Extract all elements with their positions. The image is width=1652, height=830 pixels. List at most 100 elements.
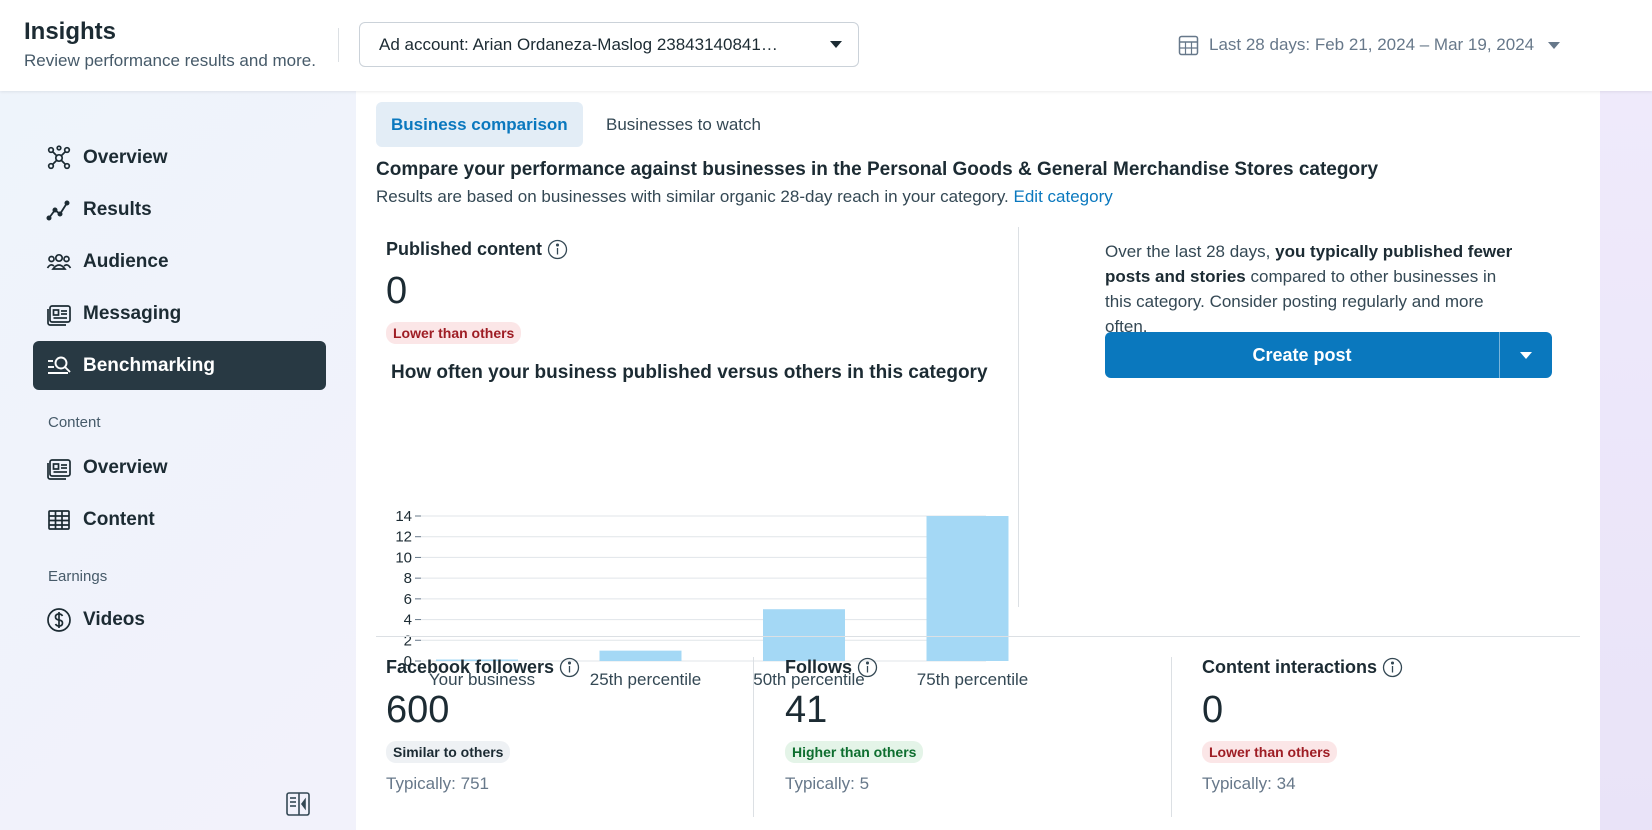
info-icon[interactable] bbox=[857, 657, 878, 678]
sidebar-item-label: Overview bbox=[83, 146, 168, 168]
tab-businesses-to-watch[interactable]: Businesses to watch bbox=[606, 114, 761, 134]
page-subtitle: Review performance results and more. bbox=[24, 51, 316, 70]
follows-value: 41 bbox=[785, 689, 828, 731]
publishing-bar-chart: 0 2 4 6 8 10 12 14 Your business 25th percentile 5… bbox=[395, 508, 1029, 689]
messaging-card-icon bbox=[45, 300, 72, 327]
section-label-content: Content bbox=[48, 414, 101, 431]
y-tick-label: 14 bbox=[395, 508, 412, 525]
sidebar-item-overview[interactable]: Overview bbox=[33, 133, 326, 182]
sidebar-item-label: Videos bbox=[83, 608, 145, 630]
section-label-earnings: Earnings bbox=[48, 568, 108, 585]
page-title: Insights bbox=[24, 18, 117, 45]
follows-label: Follows bbox=[785, 657, 878, 678]
metric-label-text: Facebook followers bbox=[386, 657, 555, 677]
x-tick-label: 75th percentile bbox=[917, 670, 1029, 689]
chart-title: How often your business published versus… bbox=[391, 362, 988, 383]
ad-account-selector[interactable]: Ad account: Arian Ordaneza-Maslog 238431… bbox=[359, 22, 859, 67]
date-range-label: Last 28 days: Feb 21, 2024 – Mar 19, 202… bbox=[1209, 35, 1535, 54]
overview-network-icon bbox=[45, 144, 72, 171]
sidebar-item-content-overview[interactable]: Overview bbox=[33, 443, 326, 492]
create-post-label: Create post bbox=[1252, 344, 1352, 365]
page-background-edge bbox=[1600, 91, 1652, 830]
dollar-icon bbox=[45, 606, 72, 633]
facebook-followers-value: 600 bbox=[386, 689, 450, 731]
metric-label-text: Follows bbox=[785, 657, 852, 677]
chart-bar bbox=[436, 659, 518, 661]
sidebar-item-label: Messaging bbox=[83, 302, 182, 324]
sidebar-item-label: Overview bbox=[83, 456, 168, 478]
create-post-button[interactable]: Create post bbox=[1105, 332, 1552, 378]
edit-category-link[interactable]: Edit category bbox=[1013, 187, 1113, 206]
horizontal-divider bbox=[376, 636, 1580, 637]
published-content-value: 0 bbox=[386, 270, 408, 312]
info-icon[interactable] bbox=[559, 657, 580, 678]
sidebar-item-label: Content bbox=[83, 508, 155, 530]
section-divider bbox=[1018, 227, 1019, 607]
x-tick-label: 50th percentile bbox=[753, 670, 865, 689]
sidebar-item-content[interactable]: Content bbox=[33, 495, 326, 544]
y-tick-label: 10 bbox=[395, 549, 412, 566]
sidebar: Overview Results Audience Messaging bbox=[0, 91, 355, 830]
advice-pre: Over the last 28 days, bbox=[1105, 242, 1271, 261]
sidebar-item-messaging[interactable]: Messaging bbox=[33, 289, 326, 338]
sidebar-item-label: Audience bbox=[83, 250, 169, 272]
ad-account-label: Ad account: Arian Ordaneza-Maslog 238431… bbox=[379, 34, 778, 54]
header-divider bbox=[338, 28, 339, 62]
info-icon[interactable] bbox=[547, 239, 568, 260]
typically-value: Typically: 5 bbox=[785, 774, 870, 793]
chevron-down-icon bbox=[1548, 41, 1561, 49]
top-header: Insights Review performance results and … bbox=[0, 0, 1652, 91]
table-icon bbox=[45, 506, 72, 533]
benchmarking-search-icon bbox=[45, 352, 72, 379]
comparison-subtitle-text: Results are based on businesses with sim… bbox=[376, 187, 1009, 206]
metric-divider bbox=[753, 657, 754, 817]
tab-business-comparison[interactable]: Business comparison bbox=[376, 102, 583, 147]
chart-bar bbox=[599, 650, 682, 661]
info-icon[interactable] bbox=[1382, 657, 1403, 678]
sidebar-item-label: Benchmarking bbox=[83, 354, 215, 376]
status-badge: Lower than others bbox=[386, 322, 522, 344]
y-tick-label: 8 bbox=[404, 570, 412, 587]
advice-post: compared to other businesses in this cat… bbox=[1105, 267, 1497, 336]
audience-people-icon bbox=[45, 248, 72, 275]
comparison-subtitle: Results are based on businesses with sim… bbox=[376, 187, 1113, 207]
sidebar-item-videos[interactable]: Videos bbox=[33, 595, 326, 644]
metric-divider bbox=[1171, 657, 1172, 817]
y-tick-label: 0 bbox=[404, 653, 412, 670]
sidebar-item-label: Results bbox=[83, 198, 152, 220]
date-range-selector[interactable]: Last 28 days: Feb 21, 2024 – Mar 19, 202… bbox=[1178, 30, 1561, 60]
comparison-title: Compare your performance against busines… bbox=[376, 159, 1379, 180]
chevron-down-icon bbox=[1520, 351, 1532, 359]
metric-label-text: Content interactions bbox=[1202, 657, 1378, 677]
y-tick-label: 6 bbox=[404, 591, 412, 608]
collapse-sidebar-icon[interactable] bbox=[285, 791, 311, 817]
main-panel: Business comparison Businesses to watch … bbox=[356, 91, 1600, 830]
status-badge: Higher than others bbox=[785, 741, 924, 763]
x-tick-label: Your business bbox=[429, 670, 535, 689]
sidebar-item-audience[interactable]: Audience bbox=[33, 237, 326, 286]
sidebar-item-benchmarking[interactable]: Benchmarking bbox=[33, 341, 326, 390]
content-interactions-value: 0 bbox=[1202, 689, 1224, 731]
chevron-down-icon bbox=[830, 41, 842, 48]
y-tick-label: 12 bbox=[395, 529, 412, 546]
chart-bar bbox=[926, 516, 1009, 661]
advice-text: Over the last 28 days, you typically pub… bbox=[1105, 239, 1525, 339]
advice-bold: you typically published fewer posts and … bbox=[1105, 242, 1513, 286]
facebook-followers-label: Facebook followers bbox=[386, 657, 580, 678]
metric-label-text: Published content bbox=[386, 239, 543, 259]
results-trend-icon bbox=[45, 196, 72, 223]
y-tick-label: 2 bbox=[404, 632, 412, 649]
y-tick-label: 4 bbox=[404, 612, 412, 629]
x-tick-label: 25th percentile bbox=[590, 670, 702, 689]
status-badge: Similar to others bbox=[386, 741, 511, 763]
calendar-icon bbox=[1178, 35, 1199, 55]
typically-value: Typically: 751 bbox=[386, 774, 489, 793]
create-post-dropdown[interactable] bbox=[1499, 332, 1552, 378]
typically-value: Typically: 34 bbox=[1202, 774, 1296, 793]
content-interactions-label: Content interactions bbox=[1202, 657, 1403, 678]
published-content-label: Published content bbox=[386, 239, 568, 260]
content-overview-icon bbox=[45, 454, 72, 481]
chart-bar bbox=[763, 609, 845, 661]
sidebar-item-results[interactable]: Results bbox=[33, 185, 326, 234]
status-badge: Lower than others bbox=[1202, 741, 1338, 763]
